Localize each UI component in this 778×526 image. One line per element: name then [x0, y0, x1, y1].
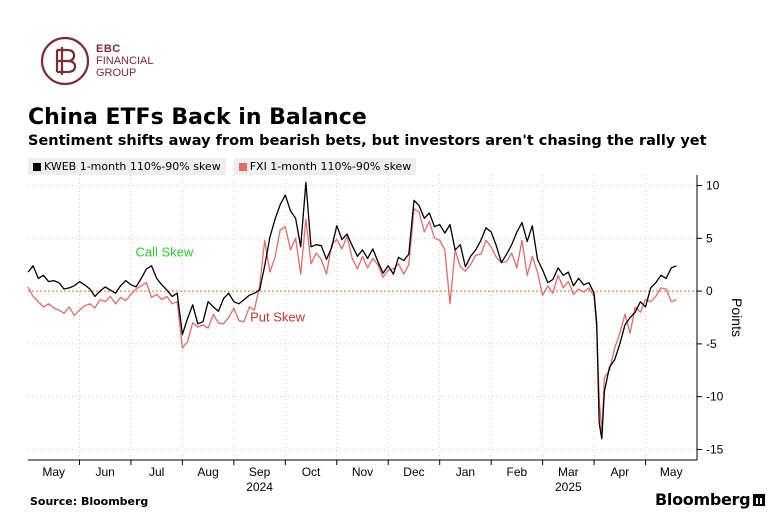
bloomberg-icon: [753, 494, 766, 506]
y-tick-label: 0: [706, 284, 713, 298]
y-tick-label: 10: [706, 179, 720, 193]
x-tick-label: Feb: [507, 465, 528, 479]
bloomberg-label: Bloomberg: [655, 490, 751, 509]
chart-title: China ETFs Back in Balance: [28, 105, 367, 130]
x-tick-label: Jan: [456, 465, 475, 479]
legend-label-kweb: KWEB 1-month 110%-90% skew: [44, 160, 221, 173]
x-tick-label: Jun: [96, 465, 115, 479]
legend-swatch-kweb: [33, 162, 41, 171]
legend-item-kweb: KWEB 1-month 110%-90% skew: [28, 158, 226, 175]
bloomberg-logo: Bloomberg: [655, 490, 766, 509]
chart-subtitle: Sentiment shifts away from bearish bets,…: [28, 133, 707, 149]
brand-line2: FINANCIAL: [96, 55, 154, 67]
put-skew-annotation: Put Skew: [250, 310, 306, 325]
x-tick-label: May: [660, 465, 683, 479]
legend-item-fxi: FXI 1-month 110%-90% skew: [233, 158, 417, 175]
legend-label-fxi: FXI 1-month 110%-90% skew: [249, 160, 412, 173]
x-tick-label: May: [42, 465, 65, 479]
y-tick-label: -5: [706, 337, 717, 351]
brand-line3: GROUP: [96, 67, 137, 79]
x-tick-label: Oct: [302, 465, 321, 479]
call-skew-annotation: Call Skew: [135, 244, 193, 259]
year-label: 2024: [246, 480, 273, 494]
series-line-kweb: [27, 181, 677, 440]
y-tick-label: -15: [706, 442, 724, 456]
x-tick-label: Dec: [403, 465, 424, 479]
year-label: 2025: [555, 480, 582, 494]
x-tick-label: Sep: [249, 465, 271, 479]
y-tick-label: 5: [706, 231, 713, 245]
x-tick-label: Mar: [558, 465, 579, 479]
x-tick-label: Nov: [352, 465, 373, 479]
y-tick-label: -10: [706, 390, 724, 404]
x-tick-label: Aug: [197, 465, 218, 479]
chart-legend: KWEB 1-month 110%-90% skew FXI 1-month 1…: [28, 158, 417, 175]
series-line-fxi: [27, 208, 677, 435]
brand-line1: EBC: [96, 43, 121, 55]
x-tick-label: Apr: [610, 465, 629, 479]
ebc-logo-icon: [40, 36, 90, 86]
legend-swatch-fxi: [238, 162, 247, 171]
brand-name: EBC FINANCIAL GROUP: [96, 43, 153, 79]
x-tick-label: Jul: [149, 465, 164, 479]
y-axis-title: Points: [729, 298, 745, 337]
source-note: Source: Bloomberg: [30, 495, 149, 508]
